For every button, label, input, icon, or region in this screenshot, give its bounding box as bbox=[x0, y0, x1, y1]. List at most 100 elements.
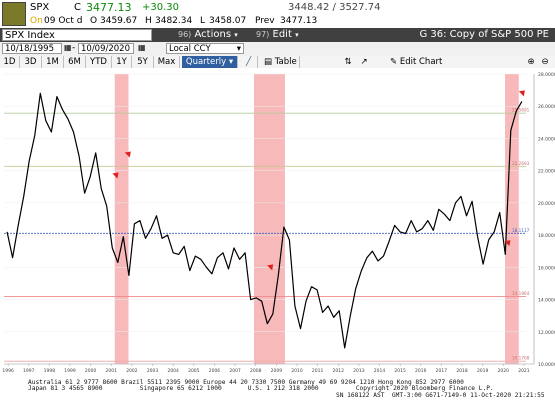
plus-2sd-line-label: 25.5691 bbox=[512, 108, 530, 113]
pe-series-line bbox=[6, 92, 523, 349]
table-icon: ▤ bbox=[264, 57, 273, 67]
compare-icon: ⇅ bbox=[344, 57, 352, 67]
minus-sd-line-label: 14.1964 bbox=[512, 291, 530, 296]
zoom-out-icon: ⊖ bbox=[541, 57, 549, 67]
minus-2sd-line-label: 10.1708 bbox=[512, 356, 530, 361]
recession-band bbox=[114, 74, 129, 364]
y-tick-label: 24.0000 bbox=[538, 136, 555, 142]
x-tick-label: 2003 bbox=[147, 368, 159, 374]
last-price: 3477.13 bbox=[86, 1, 132, 14]
x-tick-label: 2012 bbox=[333, 368, 345, 374]
actions-menu-button[interactable]: 96) Actions ▾ bbox=[178, 28, 258, 41]
high-value: 3482.34 bbox=[155, 16, 193, 26]
edit-menu-button[interactable]: 97) Edit ▾ bbox=[256, 28, 316, 41]
x-tick-label: 2011 bbox=[312, 368, 324, 374]
x-tick-label: 2019 bbox=[477, 368, 489, 374]
x-tick-label: 2005 bbox=[188, 368, 200, 374]
edit-chart-button[interactable]: ✎ Edit Chart bbox=[390, 56, 450, 68]
chart-type-button[interactable]: ╱ bbox=[240, 56, 258, 68]
currency-value: Local CCY bbox=[169, 44, 211, 54]
table-button[interactable]: ▤ Table bbox=[260, 56, 300, 68]
x-tick-label: 2020 bbox=[498, 368, 510, 374]
frequency-select[interactable]: Quarterly ▾ bbox=[182, 56, 238, 68]
footer-line-1: Australia 61 2 9777 8600 Brazil 5511 239… bbox=[28, 379, 464, 386]
event-marker bbox=[267, 264, 274, 271]
tab-1y[interactable]: 1Y bbox=[112, 56, 132, 68]
y-tick-label: 18.0000 bbox=[538, 233, 555, 239]
calendar-icon[interactable]: ▦ bbox=[138, 43, 146, 52]
price-change: +30.30 bbox=[142, 2, 180, 13]
line-chart-icon: ╱ bbox=[245, 57, 252, 67]
footer-line-3: SN 168122 AST GMT-3:00 G671-7149-0 11-Oc… bbox=[336, 392, 545, 399]
x-tick-label: 2001 bbox=[106, 368, 118, 374]
tab-ytd[interactable]: YTD bbox=[86, 56, 112, 68]
x-tick-label: 2004 bbox=[167, 368, 179, 374]
close-label: C bbox=[74, 2, 81, 13]
high-label: H bbox=[145, 16, 152, 26]
pe-chart[interactable]: 28.0000 26.0000 24.0000 22.0000 20.0000 18.00… bbox=[0, 68, 555, 378]
currency-select[interactable]: Local CCY ▾ bbox=[166, 43, 244, 54]
quote-date: 09 Oct d bbox=[44, 16, 83, 26]
prev-label: Prev bbox=[255, 16, 275, 26]
tab-6m[interactable]: 6M bbox=[64, 56, 86, 68]
calendar-icon[interactable]: ▦ bbox=[64, 43, 72, 52]
y-tick-label: 12.0000 bbox=[538, 330, 555, 336]
x-tick-label: 2021 bbox=[518, 368, 530, 374]
x-tick-label: 2016 bbox=[415, 368, 427, 374]
mean-line-label: 18.1117 bbox=[512, 228, 530, 233]
low-label: L bbox=[200, 16, 206, 26]
date-controls: 10/18/1995 ▦ - 10/09/2020 ▦ Local CCY ▾ bbox=[0, 42, 555, 57]
x-tick-label: 2000 bbox=[85, 368, 97, 374]
start-date-field[interactable]: 10/18/1995 bbox=[2, 43, 62, 54]
annotate-icon: ↗ bbox=[360, 57, 368, 67]
open-value: 3459.67 bbox=[100, 16, 138, 26]
edit-chart-label: Edit Chart bbox=[399, 57, 443, 67]
edit-chart-icon: ✎ bbox=[390, 57, 398, 67]
tab-max[interactable]: Max bbox=[154, 56, 180, 68]
tab-5y[interactable]: 5Y bbox=[132, 56, 154, 68]
x-tick-label: 2013 bbox=[353, 368, 365, 374]
event-marker bbox=[124, 151, 131, 158]
x-tick-label: 2018 bbox=[456, 368, 468, 374]
command-bar: SPX Index 96) Actions ▾ 97) Edit ▾ G 36:… bbox=[0, 28, 555, 42]
annotate-button[interactable]: ↗ bbox=[356, 56, 372, 68]
tab-1m[interactable]: 1M bbox=[42, 56, 64, 68]
plus-sd-line-label: 22.2693 bbox=[512, 161, 530, 166]
end-date-field[interactable]: 10/09/2020 bbox=[78, 43, 134, 54]
zoom-out-button[interactable]: ⊖ bbox=[538, 56, 552, 68]
day-range: 3448.42 / 3527.74 bbox=[288, 2, 381, 13]
edit-number: 97) bbox=[256, 30, 270, 39]
zoom-in-button[interactable]: ⊕ bbox=[524, 56, 538, 68]
x-tick-label: 2008 bbox=[250, 368, 262, 374]
compare-button[interactable]: ⇅ bbox=[340, 56, 356, 68]
x-tick-label: 2009 bbox=[271, 368, 283, 374]
zoom-in-icon: ⊕ bbox=[527, 57, 535, 67]
recession-band bbox=[253, 74, 285, 364]
tab-3d[interactable]: 3D bbox=[20, 56, 42, 68]
x-tick-label: 2017 bbox=[436, 368, 448, 374]
event-marker bbox=[518, 90, 525, 97]
open-label: O bbox=[90, 16, 98, 26]
y-tick-label: 14.0000 bbox=[538, 298, 555, 304]
security-field[interactable]: SPX Index bbox=[2, 29, 152, 41]
prev-value: 3477.13 bbox=[280, 16, 318, 26]
x-tick-label: 2007 bbox=[229, 368, 241, 374]
x-tick-label: 2015 bbox=[394, 368, 406, 374]
x-tick-label: 2010 bbox=[291, 368, 303, 374]
chevron-down-icon: ▾ bbox=[228, 57, 234, 67]
chevron-down-icon: ▾ bbox=[236, 44, 241, 54]
date-separator: - bbox=[72, 43, 76, 53]
actions-label: Actions bbox=[194, 29, 232, 40]
y-tick-label: 16.0000 bbox=[538, 265, 555, 271]
low-value: 3458.07 bbox=[209, 16, 247, 26]
y-tick-label: 22.0000 bbox=[538, 169, 555, 175]
tab-1d[interactable]: 1D bbox=[0, 56, 20, 68]
y-tick-label: 10.0000 bbox=[538, 362, 555, 368]
quote-header: SPX C 3477.13 +30.30 3448.42 / 3527.74 O… bbox=[0, 0, 555, 28]
footer-line-2: Japan 81 3 4565 8900 Singapore 65 6212 1… bbox=[28, 385, 494, 392]
event-marker bbox=[504, 240, 511, 247]
table-label: Table bbox=[274, 57, 297, 67]
ticker: SPX bbox=[30, 2, 50, 13]
x-tick-label: 1996 bbox=[2, 368, 14, 374]
y-tick-label: 28.0000 bbox=[538, 72, 555, 78]
